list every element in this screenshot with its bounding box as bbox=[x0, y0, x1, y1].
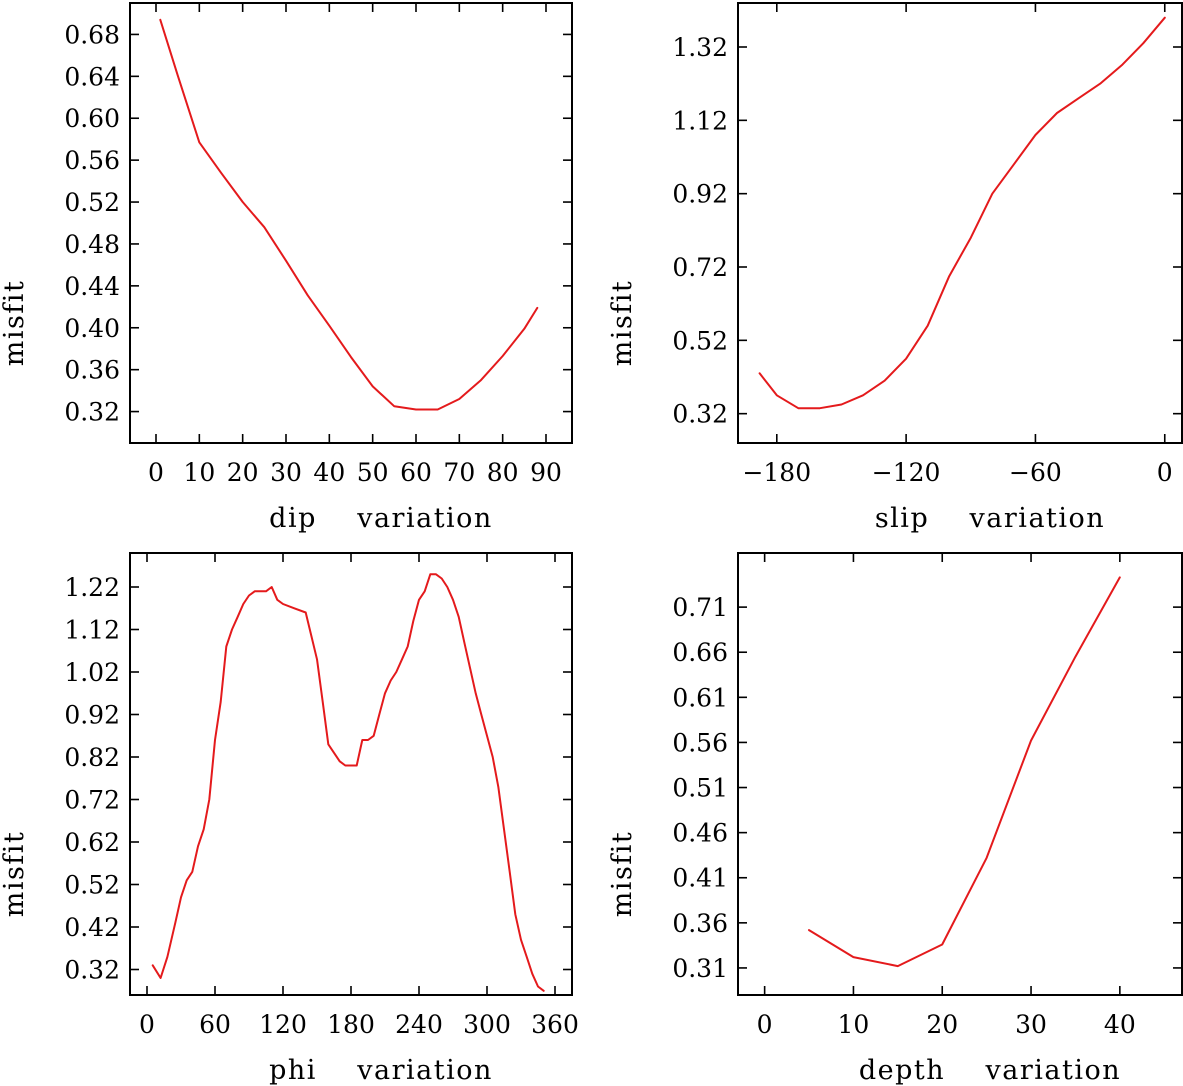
slip-misfit-curve bbox=[758, 16, 1166, 410]
phi-y-tick-label: 0.92 bbox=[64, 701, 120, 730]
dip-x-tick-label: 40 bbox=[313, 458, 345, 487]
dip-y-tick-label: 0.36 bbox=[64, 356, 120, 385]
slip-y-axis-label: misfit bbox=[607, 280, 638, 367]
depth-y-tick-label: 0.56 bbox=[672, 728, 728, 757]
slip-y-tick-label: 0.72 bbox=[672, 253, 728, 282]
dip-y-tick-label: 0.32 bbox=[64, 398, 120, 427]
phi-x-tick-label: 180 bbox=[327, 1010, 375, 1039]
dip-y-tick-label: 0.44 bbox=[64, 272, 120, 301]
phi-y-tick-label: 0.82 bbox=[64, 743, 120, 772]
phi-x-tick-label: 60 bbox=[199, 1010, 231, 1039]
slip-y-tick-label: 0.52 bbox=[672, 326, 728, 355]
phi-x-tick-label: 300 bbox=[463, 1010, 511, 1039]
dip-y-tick-label: 0.52 bbox=[64, 188, 120, 217]
depth-y-tick-label: 0.71 bbox=[672, 593, 728, 622]
phi-y-tick-label: 0.72 bbox=[64, 786, 120, 815]
phi-y-tick-label: 1.02 bbox=[64, 658, 120, 687]
depth-x-tick-label: 0 bbox=[757, 1010, 773, 1039]
slip-x-tick-label: −120 bbox=[872, 458, 941, 487]
dip-y-tick-label: 0.68 bbox=[64, 20, 120, 49]
depth-misfit-curve bbox=[808, 576, 1121, 968]
phi-x-tick-label: 240 bbox=[395, 1010, 443, 1039]
dip-x-tick-label: 20 bbox=[227, 458, 259, 487]
slip-x-tick-label: −60 bbox=[1009, 458, 1062, 487]
phi-y-tick-label: 1.22 bbox=[64, 573, 120, 602]
slip-x-tick-label: 0 bbox=[1157, 458, 1173, 487]
dip-x-tick-label: 50 bbox=[357, 458, 389, 487]
phi-panel: 0 60 120 180 240 300 360 0.32 0.42 0.52 0.62 0.72 0.… bbox=[0, 552, 579, 1086]
dip-x-tick-label: 80 bbox=[487, 458, 519, 487]
dip-y-axis-label: misfit bbox=[0, 280, 30, 367]
dip-panel: 0 10 20 30 40 50 60 70 80 90 0.32 0.36 0.40 0.44 0.48 0… bbox=[0, 2, 573, 534]
depth-y-axis-label: misfit bbox=[607, 831, 638, 918]
depth-x-axis-label: depth variation bbox=[859, 1055, 1121, 1086]
phi-misfit-curve bbox=[151, 573, 545, 992]
depth-y-tick-label: 0.51 bbox=[672, 774, 728, 803]
phi-y-tick-label: 1.12 bbox=[64, 616, 120, 645]
phi-x-tick-label: 360 bbox=[531, 1010, 579, 1039]
phi-x-tick-label: 0 bbox=[139, 1010, 155, 1039]
depth-y-tick-label: 0.61 bbox=[672, 683, 728, 712]
dip-y-tick-label: 0.40 bbox=[64, 314, 120, 343]
dip-y-tick-label: 0.48 bbox=[64, 230, 120, 259]
dip-x-tick-label: 0 bbox=[148, 458, 164, 487]
depth-x-tick-label: 40 bbox=[1104, 1010, 1136, 1039]
dip-x-tick-label: 10 bbox=[183, 458, 215, 487]
phi-y-axis-label: misfit bbox=[0, 831, 30, 918]
slip-x-tick-label: −180 bbox=[742, 458, 811, 487]
depth-y-tick-label: 0.31 bbox=[672, 954, 728, 983]
slip-y-tick-label: 1.32 bbox=[672, 33, 728, 62]
phi-y-tick-label: 0.52 bbox=[64, 871, 120, 900]
phi-y-tick-label: 0.62 bbox=[64, 828, 120, 857]
slip-panel: −180 −120 −60 0 0.32 0.52 0.72 0.92 1.12 1.32 slip… bbox=[607, 2, 1183, 534]
depth-x-tick-label: 10 bbox=[838, 1010, 870, 1039]
dip-x-tick-label: 60 bbox=[400, 458, 432, 487]
phi-x-tick-label: 120 bbox=[259, 1010, 307, 1039]
dip-x-tick-label: 70 bbox=[443, 458, 475, 487]
depth-y-tick-label: 0.41 bbox=[672, 864, 728, 893]
dip-y-tick-label: 0.56 bbox=[64, 146, 120, 175]
dip-y-tick-label: 0.64 bbox=[64, 62, 120, 91]
slip-plot-frame bbox=[737, 2, 1183, 444]
dip-misfit-curve bbox=[159, 18, 539, 411]
slip-y-tick-label: 1.12 bbox=[672, 106, 728, 135]
phi-y-tick-label: 0.42 bbox=[64, 913, 120, 942]
dip-x-axis-label: dip variation bbox=[269, 503, 493, 534]
depth-y-tick-label: 0.36 bbox=[672, 909, 728, 938]
depth-panel: 0 10 20 30 40 0.31 0.36 0.41 0.46 0.51 0.56 0.61 0.6… bbox=[607, 552, 1183, 1086]
slip-y-tick-label: 0.32 bbox=[672, 400, 728, 429]
depth-plot-frame bbox=[737, 552, 1183, 996]
phi-x-axis-label: phi variation bbox=[269, 1055, 493, 1086]
phi-plot-frame bbox=[129, 552, 573, 996]
depth-y-tick-label: 0.66 bbox=[672, 638, 728, 667]
dip-plot-frame bbox=[129, 2, 573, 444]
dip-y-tick-label: 0.60 bbox=[64, 104, 120, 133]
phi-y-tick-label: 0.32 bbox=[64, 956, 120, 985]
depth-x-tick-label: 30 bbox=[1015, 1010, 1047, 1039]
depth-y-tick-label: 0.46 bbox=[672, 819, 728, 848]
slip-x-axis-label: slip variation bbox=[875, 503, 1105, 534]
depth-x-tick-label: 20 bbox=[926, 1010, 958, 1039]
dip-x-tick-label: 30 bbox=[270, 458, 302, 487]
dip-x-tick-label: 90 bbox=[530, 458, 562, 487]
slip-y-tick-label: 0.92 bbox=[672, 180, 728, 209]
